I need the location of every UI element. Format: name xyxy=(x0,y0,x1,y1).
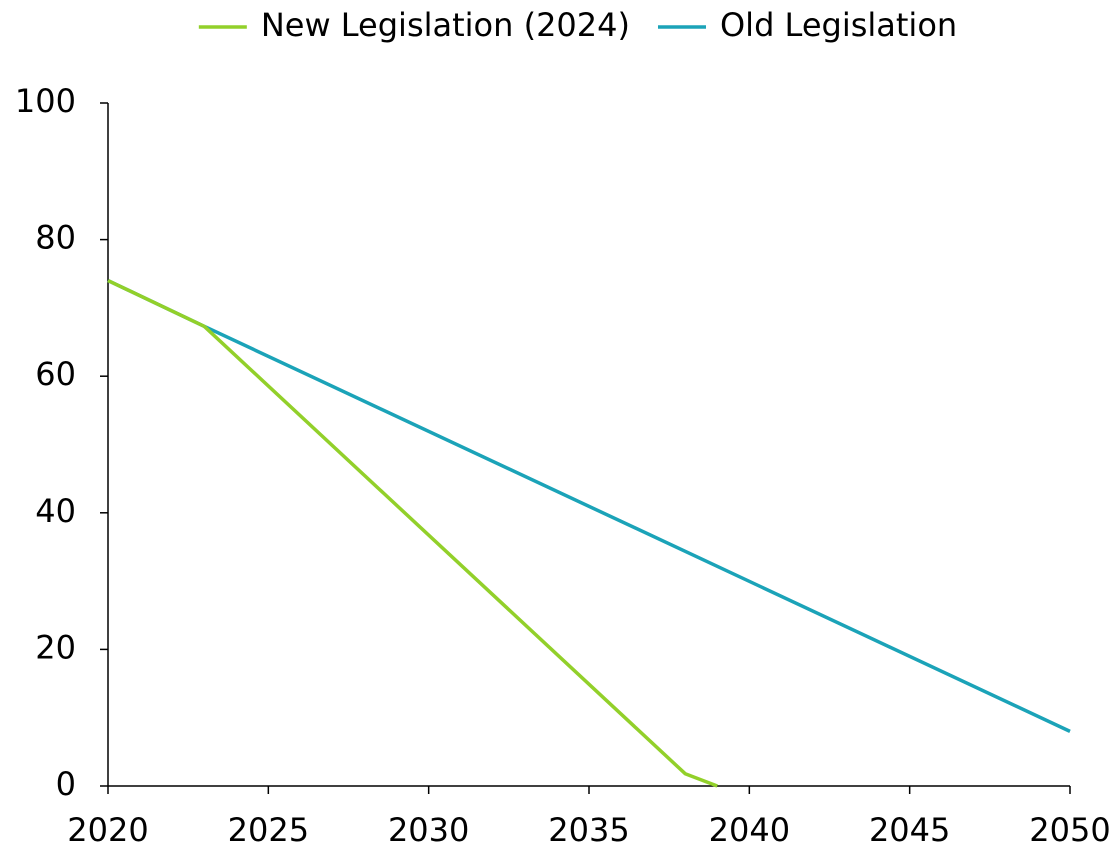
legend-label: Old Legislation xyxy=(720,6,957,44)
y-tick-label: 100 xyxy=(15,82,76,120)
y-tick-label: 80 xyxy=(35,219,76,257)
y-tick-label: 0 xyxy=(56,765,76,803)
x-tick-label: 2050 xyxy=(1029,811,1110,849)
x-tick-label: 2040 xyxy=(709,811,790,849)
legend-label: New Legislation (2024) xyxy=(261,6,630,44)
series-line xyxy=(107,278,1071,733)
y-tick-label: 40 xyxy=(35,492,76,530)
x-tick-label: 2045 xyxy=(869,811,950,849)
x-tick-label: 2020 xyxy=(67,811,148,849)
series-line xyxy=(107,278,718,788)
x-tick-label: 2030 xyxy=(388,811,469,849)
y-tick-label: 60 xyxy=(35,355,76,393)
x-tick-label: 2035 xyxy=(548,811,629,849)
x-tick-label: 2025 xyxy=(228,811,309,849)
y-tick-label: 20 xyxy=(35,628,76,666)
